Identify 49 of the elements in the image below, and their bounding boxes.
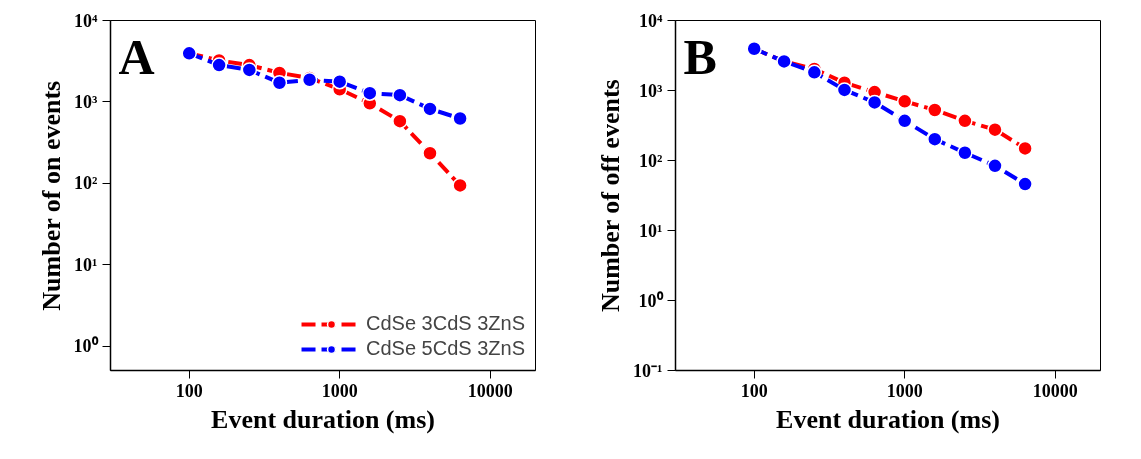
point: [452, 110, 468, 127]
x-tick-label: 10000: [467, 380, 513, 401]
point: [331, 73, 348, 90]
legend-label: CdSe 3CdS 3ZnS: [366, 312, 525, 335]
point: [271, 74, 288, 91]
point: [392, 113, 408, 129]
y-tick-label: 10³: [74, 91, 99, 112]
x-tick-label: 1000: [886, 380, 923, 401]
y-tick-label: 10²: [639, 150, 663, 171]
x-tick-label: 100: [175, 380, 203, 401]
point: [866, 94, 883, 111]
annotation: A: [118, 28, 155, 85]
point: [422, 145, 438, 161]
point: [896, 93, 913, 110]
point: [1017, 140, 1033, 157]
point: [806, 64, 823, 81]
point: [896, 113, 913, 129]
point: [362, 85, 378, 101]
y-tick-label: 10⁻¹: [633, 360, 663, 381]
y-axis-title: Number of off events: [596, 79, 626, 313]
y-tick-label: 10⁴: [74, 10, 99, 31]
x-tick-label: 100: [740, 380, 768, 401]
y-tick-label: 10¹: [639, 220, 663, 241]
point: [836, 82, 853, 98]
y-tick-label: 10³: [639, 80, 664, 101]
y-tick-label: 10²: [74, 173, 98, 194]
y-axis-title: Number of on events: [36, 80, 66, 311]
x-axis-title: Event duration (ms): [776, 404, 1000, 434]
point: [1017, 176, 1033, 192]
point: [987, 121, 1003, 138]
point: [957, 113, 973, 129]
point: [241, 62, 258, 78]
x-tick-label: 10000: [1032, 380, 1078, 401]
y-tick-label: 10⁰: [73, 336, 99, 356]
point: [927, 102, 943, 118]
legend-label: CdSe 5CdS 3ZnS: [366, 337, 525, 360]
point: [987, 158, 1003, 174]
annotation: B: [683, 28, 717, 85]
point: [957, 145, 973, 161]
x-tick-label: 1000: [321, 380, 358, 401]
point: [452, 177, 468, 194]
y-tick-label: 10⁴: [639, 10, 664, 31]
point: [927, 131, 943, 147]
x-axis-title: Event duration (ms): [211, 404, 435, 434]
point: [211, 57, 227, 73]
point: [392, 87, 408, 103]
point: [422, 101, 438, 117]
y-tick-label: 10¹: [74, 254, 98, 275]
y-tick-label: 10⁰: [638, 290, 664, 311]
